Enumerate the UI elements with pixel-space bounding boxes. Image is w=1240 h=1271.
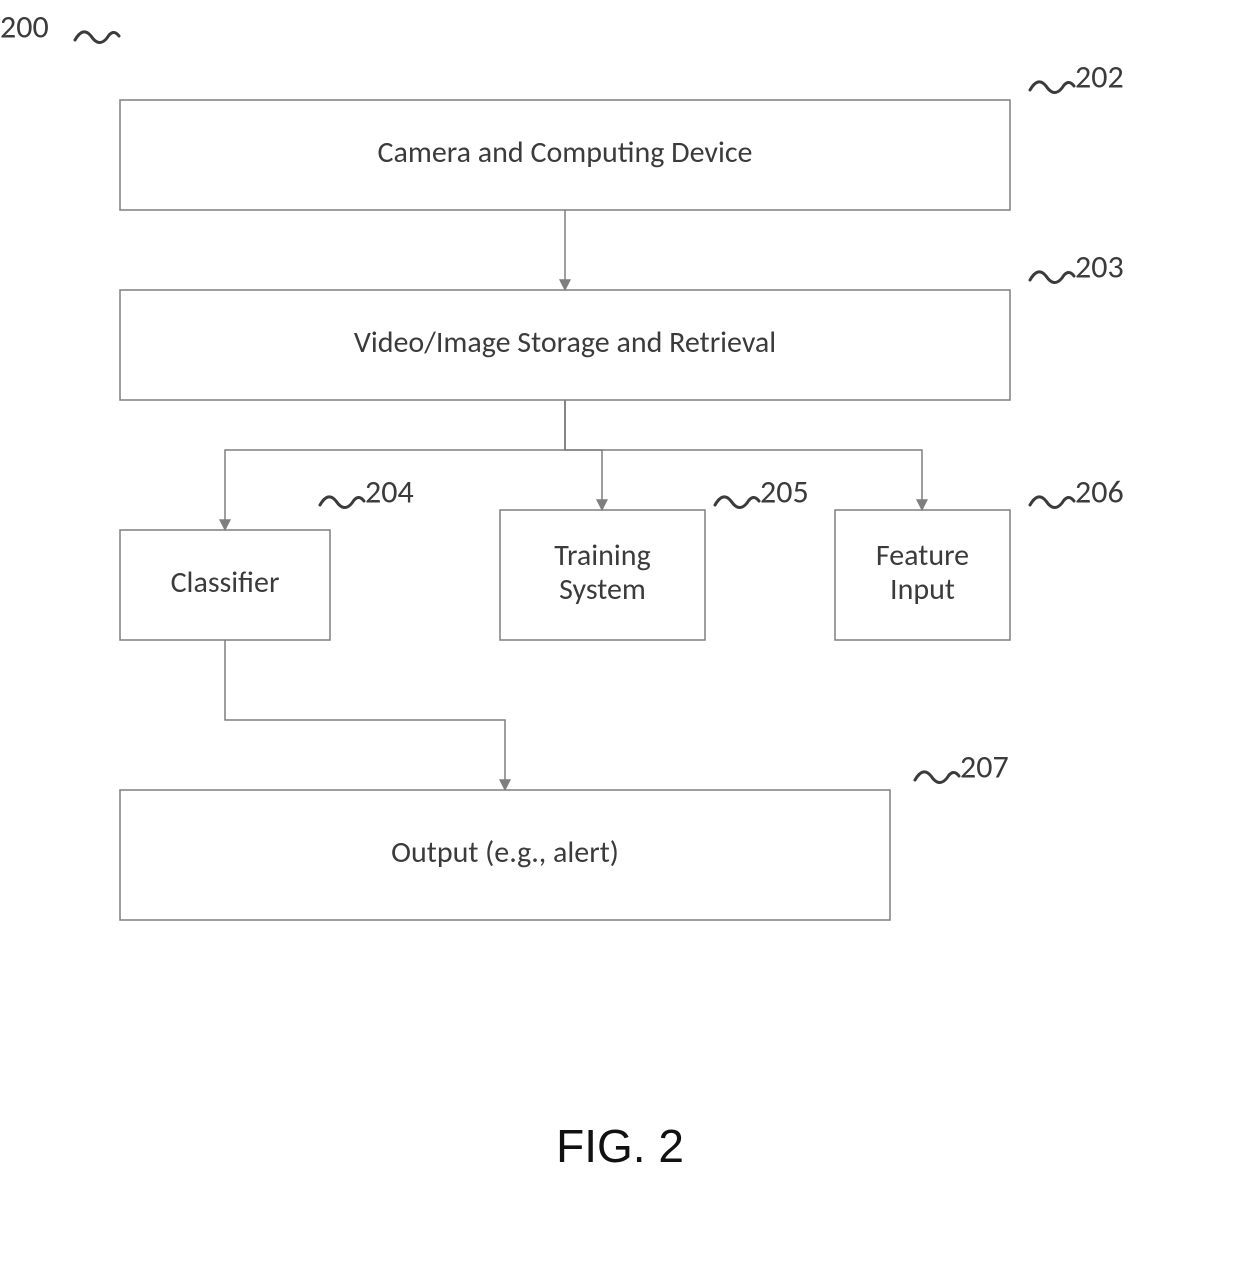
squiggle-205 [715, 497, 759, 508]
edge-storage-to-feature [565, 400, 922, 510]
squiggle-202 [1030, 82, 1074, 93]
node-feature-label: Feature [876, 537, 969, 574]
figure-caption: FIG. 2 [556, 1120, 684, 1172]
edge-classifier-to-output [225, 640, 505, 790]
squiggle-207 [915, 772, 959, 783]
node-training-label: System [559, 571, 646, 608]
ref-label-206: 206 [1075, 473, 1124, 512]
squiggle-204 [320, 497, 364, 508]
ref-label-200: 200 [0, 8, 49, 47]
squiggle-203 [1030, 272, 1074, 283]
node-training-label: Training [554, 537, 650, 574]
node-classifier: Classifier [120, 530, 330, 640]
ref-label-207: 207 [960, 748, 1009, 787]
squiggle-200 [75, 32, 119, 43]
node-output: Output (e.g., alert) [120, 790, 890, 920]
node-training: TrainingSystem [500, 510, 705, 640]
ref-label-205: 205 [760, 473, 809, 512]
node-feature: FeatureInput [835, 510, 1010, 640]
ref-label-204: 204 [365, 473, 414, 512]
squiggle-206 [1030, 497, 1074, 508]
ref-label-202: 202 [1075, 58, 1124, 97]
node-classifier-label: Classifier [171, 564, 280, 601]
ref-label-203: 203 [1075, 248, 1124, 287]
node-storage-label: Video/Image Storage and Retrieval [354, 324, 776, 361]
edge-storage-to-training [565, 400, 602, 510]
node-feature-label: Input [890, 571, 955, 608]
node-camera: Camera and Computing Device [120, 100, 1010, 210]
node-camera-label: Camera and Computing Device [378, 134, 753, 171]
node-output-label: Output (e.g., alert) [391, 834, 619, 871]
node-storage: Video/Image Storage and Retrieval [120, 290, 1010, 400]
